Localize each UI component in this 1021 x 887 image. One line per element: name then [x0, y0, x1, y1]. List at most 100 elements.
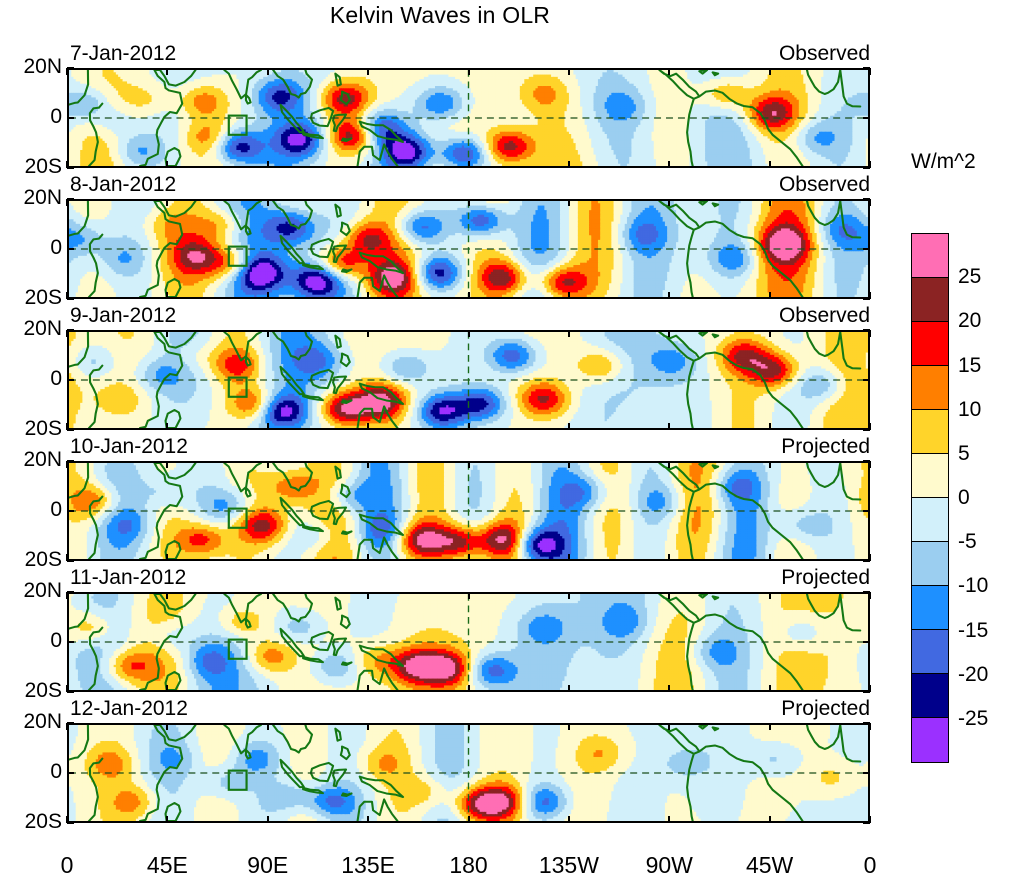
colorbar-tick-label: 20 [958, 309, 981, 333]
panel-date-label: 7-Jan-2012 [70, 42, 176, 66]
x-axis-tick-mark [267, 423, 269, 430]
y-axis-tick-label: 20N [0, 55, 62, 79]
colorbar-band [912, 674, 948, 718]
x-axis-tick-mark [869, 592, 871, 599]
x-axis-tick-mark [769, 423, 771, 430]
y-axis-tick-label: 20S [0, 286, 62, 310]
y-axis-tick-mark [863, 822, 870, 824]
olr-panel [67, 199, 870, 299]
x-axis-tick-mark [166, 199, 168, 206]
y-axis-tick-mark [863, 722, 870, 724]
panel-plot-area [67, 592, 870, 692]
y-axis-tick-mark [67, 460, 74, 462]
x-axis-tick-label: 45E [147, 852, 188, 879]
x-axis-tick-mark [367, 685, 369, 692]
y-axis-tick-label: 0 [0, 105, 62, 129]
x-axis-tick-mark [568, 685, 570, 692]
x-axis-tick-mark [166, 723, 168, 730]
y-axis-tick-label: 0 [0, 760, 62, 784]
x-axis-tick-label: 135W [539, 852, 599, 879]
y-axis-tick-label: 0 [0, 367, 62, 391]
panel-date-label: 9-Jan-2012 [70, 304, 176, 328]
x-axis-tick-mark [166, 461, 168, 468]
colorbar-band [912, 322, 948, 366]
x-axis-tick-mark [468, 685, 470, 692]
colorbar-band [912, 586, 948, 630]
x-axis-tick-mark [468, 816, 470, 823]
x-axis-tick-mark [367, 554, 369, 561]
x-axis-tick-mark [468, 554, 470, 561]
y-axis-tick-mark [67, 591, 74, 593]
x-axis-tick-mark [66, 68, 68, 75]
x-axis-tick-mark [869, 68, 871, 75]
x-axis-tick-mark [769, 592, 771, 599]
y-axis-tick-mark [67, 298, 74, 300]
panel-source-label: Observed [779, 304, 870, 328]
y-axis-tick-mark [67, 772, 74, 774]
x-axis-tick-mark [267, 554, 269, 561]
x-axis-tick-mark [367, 330, 369, 337]
x-axis-tick-mark [568, 816, 570, 823]
y-axis-tick-mark [67, 691, 74, 693]
y-axis-tick-label: 20N [0, 317, 62, 341]
x-axis-tick-mark [668, 461, 670, 468]
x-axis-tick-mark [869, 330, 871, 337]
x-axis-tick-mark [568, 161, 570, 168]
x-axis-tick-mark [468, 68, 470, 75]
y-axis-tick-label: 20S [0, 810, 62, 834]
y-axis-tick-mark [863, 429, 870, 431]
y-axis-tick-label: 20S [0, 155, 62, 179]
panel-source-label: Projected [781, 697, 870, 721]
x-axis-tick-label: 135E [341, 852, 395, 879]
x-axis-tick-mark [66, 592, 68, 599]
x-axis-tick-mark [267, 68, 269, 75]
x-axis-tick-mark [769, 68, 771, 75]
x-axis-tick-mark [668, 292, 670, 299]
y-axis-tick-label: 20N [0, 186, 62, 210]
x-axis-tick-mark [568, 68, 570, 75]
y-axis-tick-mark [67, 429, 74, 431]
x-axis-tick-mark [668, 423, 670, 430]
y-axis-tick-mark [863, 67, 870, 69]
x-axis-tick-mark [769, 554, 771, 561]
x-axis-tick-mark [367, 816, 369, 823]
x-axis-tick-mark [166, 554, 168, 561]
x-axis-tick-mark [367, 592, 369, 599]
panel-source-label: Projected [781, 566, 870, 590]
y-axis-tick-mark [863, 772, 870, 774]
x-axis-tick-mark [769, 816, 771, 823]
x-axis-tick-mark [267, 685, 269, 692]
x-axis-tick-mark [166, 423, 168, 430]
panel-source-label: Observed [779, 42, 870, 66]
y-axis-tick-mark [67, 379, 74, 381]
x-axis-tick-mark [166, 161, 168, 168]
colorbar-tick-label: 25 [958, 265, 981, 289]
x-axis-tick-label: 0 [61, 852, 74, 879]
colorbar-tick-label: -15 [958, 619, 988, 643]
panel-source-label: Observed [779, 173, 870, 197]
y-axis-tick-mark [67, 722, 74, 724]
y-axis-tick-mark [67, 510, 74, 512]
x-axis-tick-mark [769, 723, 771, 730]
y-axis-tick-mark [863, 198, 870, 200]
x-axis-tick-mark [568, 554, 570, 561]
colorbar-band [912, 410, 948, 454]
colorbar-band [912, 718, 948, 762]
y-axis-tick-mark [67, 67, 74, 69]
panel-plot-area [67, 723, 870, 823]
y-axis-tick-label: 20N [0, 448, 62, 472]
x-axis-tick-mark [869, 461, 871, 468]
figure-title: Kelvin Waves in OLR [0, 2, 880, 29]
x-axis-tick-mark [668, 816, 670, 823]
x-axis-tick-mark [568, 423, 570, 430]
x-axis-tick-mark [66, 461, 68, 468]
x-axis-tick-mark [568, 461, 570, 468]
y-axis-tick-mark [67, 248, 74, 250]
y-axis-tick-label: 20S [0, 679, 62, 703]
x-axis-tick-mark [869, 723, 871, 730]
x-axis-tick-mark [468, 292, 470, 299]
x-axis-tick-mark [267, 592, 269, 599]
x-axis-tick-label: 90E [247, 852, 288, 879]
x-axis-tick-mark [267, 161, 269, 168]
